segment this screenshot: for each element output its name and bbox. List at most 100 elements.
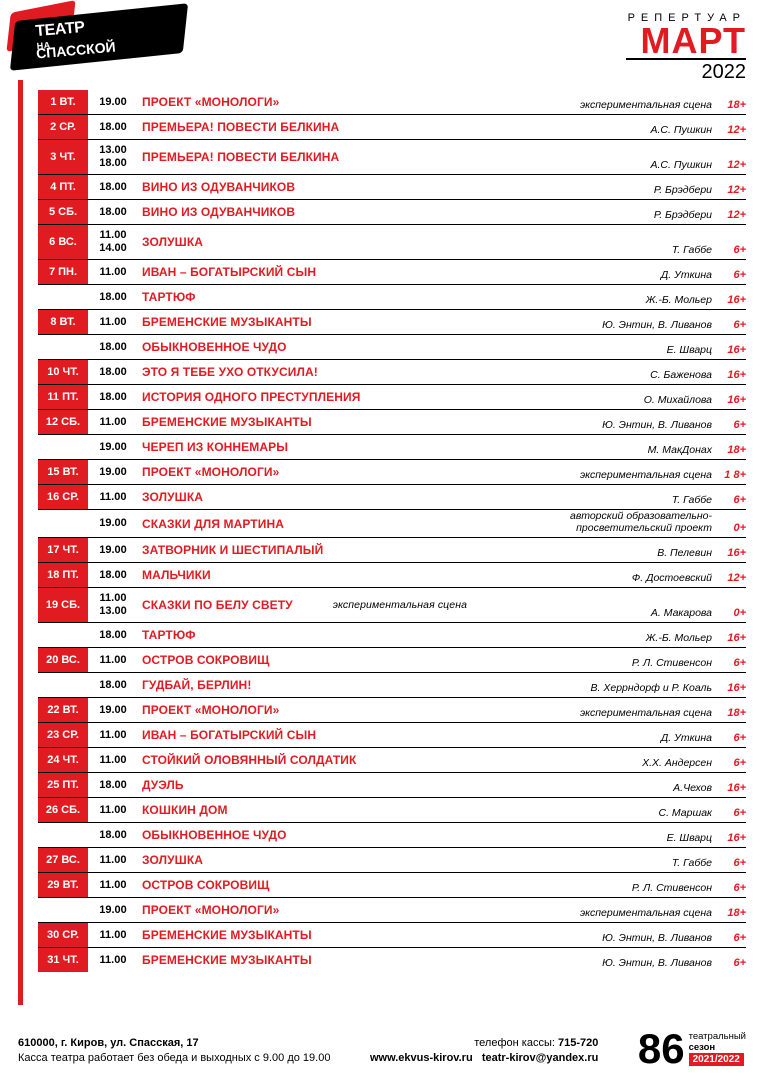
title-cell: СКАЗКИ ПО БЕЛУ СВЕТУэкспериментальная сц… bbox=[138, 588, 526, 622]
schedule-row: 15 ВТ.19.00ПРОЕКТ «МОНОЛОГИ»эксперимента… bbox=[38, 460, 746, 485]
time-cell: 18.00 bbox=[88, 385, 138, 409]
schedule-row: 27 ВС.11.00ЗОЛУШКАТ. Габбе6+ bbox=[38, 848, 746, 873]
age-cell: 6+ bbox=[716, 923, 746, 947]
time-cell: 19.00 bbox=[88, 435, 138, 459]
season-number: 86 bbox=[638, 1032, 685, 1066]
day-cell bbox=[38, 673, 88, 697]
schedule-row: 18.00ОБЫКНОВЕННОЕ ЧУДОЕ. Шварц16+ bbox=[38, 823, 746, 848]
schedule-row: 7 ПН.11.00ИВАН – БОГАТЫРСКИЙ СЫНД. Уткин… bbox=[38, 260, 746, 285]
day-cell: 25 ПТ. bbox=[38, 773, 88, 797]
title-cell: ПРОЕКТ «МОНОЛОГИ» bbox=[138, 460, 526, 484]
title-cell: ПРОЕКТ «МОНОЛОГИ» bbox=[138, 898, 526, 922]
author-cell: Ю. Энтин, В. Ливанов bbox=[526, 923, 716, 947]
schedule-row: 18.00ТАРТЮФЖ.-Б. Мольер16+ bbox=[38, 623, 746, 648]
footer-email: teatr-kirov@yandex.ru bbox=[482, 1052, 599, 1064]
month: МАРТ bbox=[626, 24, 746, 58]
day-cell: 30 СР. bbox=[38, 923, 88, 947]
season-label2: сезон bbox=[689, 1042, 716, 1053]
schedule-row: 18.00ТАРТЮФЖ.-Б. Мольер16+ bbox=[38, 285, 746, 310]
day-cell: 10 ЧТ. bbox=[38, 360, 88, 384]
title-cell: МАЛЬЧИКИ bbox=[138, 563, 526, 587]
title-cell: СТОЙКИЙ ОЛОВЯННЫЙ СОЛДАТИК bbox=[138, 748, 526, 772]
age-cell: 6+ bbox=[716, 848, 746, 872]
author-cell: А.Чехов bbox=[526, 773, 716, 797]
author-cell: Ю. Энтин, В. Ливанов bbox=[526, 410, 716, 434]
title-cell: БРЕМЕНСКИЕ МУЗЫКАНТЫ bbox=[138, 410, 526, 434]
age-cell: 12+ bbox=[716, 200, 746, 224]
age-cell: 16+ bbox=[716, 823, 746, 847]
time-cell: 11.00 bbox=[88, 485, 138, 509]
header: ТЕАТР НА СПАССКОЙ РЕПЕРТУАР МАРТ 2022 bbox=[14, 12, 746, 84]
day-cell: 5 СБ. bbox=[38, 200, 88, 224]
author-cell: Ф. Достоевский bbox=[526, 563, 716, 587]
age-cell: 16+ bbox=[716, 538, 746, 562]
title-cell: ПРЕМЬЕРА! ПОВЕСТИ БЕЛКИНА bbox=[138, 140, 526, 174]
age-cell: 12+ bbox=[716, 563, 746, 587]
schedule-table: 1 ВТ.19.00ПРОЕКТ «МОНОЛОГИ»экспериментал… bbox=[38, 90, 746, 972]
schedule-row: 20 ВС.11.00ОСТРОВ СОКРОВИЩР. Л. Стивенсо… bbox=[38, 648, 746, 673]
title-cell: ОБЫКНОВЕННОЕ ЧУДО bbox=[138, 335, 526, 359]
title-cell: ЭТО Я ТЕБЕ УХО ОТКУСИЛА! bbox=[138, 360, 526, 384]
author-cell: Ж.-Б. Мольер bbox=[526, 623, 716, 647]
title-cell: ДУЭЛЬ bbox=[138, 773, 526, 797]
author-cell: В. Пелевин bbox=[526, 538, 716, 562]
season-years: 2021/2022 bbox=[689, 1053, 744, 1066]
side-accent-strip bbox=[18, 80, 23, 1005]
schedule-row: 25 ПТ.18.00ДУЭЛЬА.Чехов16+ bbox=[38, 773, 746, 798]
title-cell: ОБЫКНОВЕННОЕ ЧУДО bbox=[138, 823, 526, 847]
day-cell bbox=[38, 285, 88, 309]
author-cell: С. Баженова bbox=[526, 360, 716, 384]
day-cell: 20 ВС. bbox=[38, 648, 88, 672]
time-cell: 11.00 bbox=[88, 310, 138, 334]
day-cell bbox=[38, 435, 88, 459]
author-cell: А.С. Пушкин bbox=[526, 115, 716, 139]
time-cell: 11.00 bbox=[88, 798, 138, 822]
age-cell: 16+ bbox=[716, 673, 746, 697]
day-cell: 17 ЧТ. bbox=[38, 538, 88, 562]
footer-address: 610000, г. Киров, ул. Спасская, 17 bbox=[18, 1037, 199, 1049]
age-cell: 18+ bbox=[716, 435, 746, 459]
day-cell: 11 ПТ. bbox=[38, 385, 88, 409]
day-cell: 15 ВТ. bbox=[38, 460, 88, 484]
author-cell: Ж.-Б. Мольер bbox=[526, 285, 716, 309]
title-cell: ЗОЛУШКА bbox=[138, 225, 526, 259]
header-right: РЕПЕРТУАР МАРТ 2022 bbox=[626, 12, 746, 84]
day-cell: 22 ВТ. bbox=[38, 698, 88, 722]
schedule-row: 23 СР.11.00ИВАН – БОГАТЫРСКИЙ СЫНД. Утки… bbox=[38, 723, 746, 748]
time-cell: 18.00 bbox=[88, 773, 138, 797]
age-cell: 12+ bbox=[716, 175, 746, 199]
author-cell: Д. Уткина bbox=[526, 723, 716, 747]
time-cell: 11.0013.00 bbox=[88, 588, 138, 622]
title-cell: ПРОЕКТ «МОНОЛОГИ» bbox=[138, 698, 526, 722]
time-cell: 18.00 bbox=[88, 563, 138, 587]
time-cell: 18.00 bbox=[88, 175, 138, 199]
time-cell: 11.00 bbox=[88, 848, 138, 872]
time-cell: 18.00 bbox=[88, 623, 138, 647]
day-cell: 3 ЧТ. bbox=[38, 140, 88, 174]
time-cell: 11.00 bbox=[88, 260, 138, 284]
time-cell: 19.00 bbox=[88, 510, 138, 537]
schedule-row: 1 ВТ.19.00ПРОЕКТ «МОНОЛОГИ»экспериментал… bbox=[38, 90, 746, 115]
footer: 610000, г. Киров, ул. Спасская, 17 Касса… bbox=[18, 1031, 746, 1066]
schedule-row: 22 ВТ.19.00ПРОЕКТ «МОНОЛОГИ»эксперимента… bbox=[38, 698, 746, 723]
title-cell: БРЕМЕНСКИЕ МУЗЫКАНТЫ bbox=[138, 310, 526, 334]
author-cell: В. Херрндорф и Р. Коаль bbox=[526, 673, 716, 697]
schedule-row: 19 СБ.11.0013.00СКАЗКИ ПО БЕЛУ СВЕТУэксп… bbox=[38, 588, 746, 623]
schedule-row: 18.00ОБЫКНОВЕННОЕ ЧУДОЕ. Шварц16+ bbox=[38, 335, 746, 360]
title-cell: ОСТРОВ СОКРОВИЩ bbox=[138, 873, 526, 897]
schedule-row: 12 СБ.11.00БРЕМЕНСКИЕ МУЗЫКАНТЫЮ. Энтин,… bbox=[38, 410, 746, 435]
age-cell: 16+ bbox=[716, 385, 746, 409]
title-cell: ОСТРОВ СОКРОВИЩ bbox=[138, 648, 526, 672]
author-cell: О. Михайлова bbox=[526, 385, 716, 409]
schedule-row: 26 СБ.11.00КОШКИН ДОМС. Маршак6+ bbox=[38, 798, 746, 823]
schedule-row: 2 СР.18.00ПРЕМЬЕРА! ПОВЕСТИ БЕЛКИНАА.С. … bbox=[38, 115, 746, 140]
footer-left: 610000, г. Киров, ул. Спасская, 17 Касса… bbox=[18, 1036, 330, 1066]
time-cell: 19.00 bbox=[88, 698, 138, 722]
day-cell: 19 СБ. bbox=[38, 588, 88, 622]
schedule-row: 10 ЧТ.18.00ЭТО Я ТЕБЕ УХО ОТКУСИЛА!С. Ба… bbox=[38, 360, 746, 385]
author-cell: Т. Габбе bbox=[526, 225, 716, 259]
day-cell bbox=[38, 823, 88, 847]
day-cell bbox=[38, 623, 88, 647]
time-cell: 18.00 bbox=[88, 360, 138, 384]
day-cell: 23 СР. bbox=[38, 723, 88, 747]
